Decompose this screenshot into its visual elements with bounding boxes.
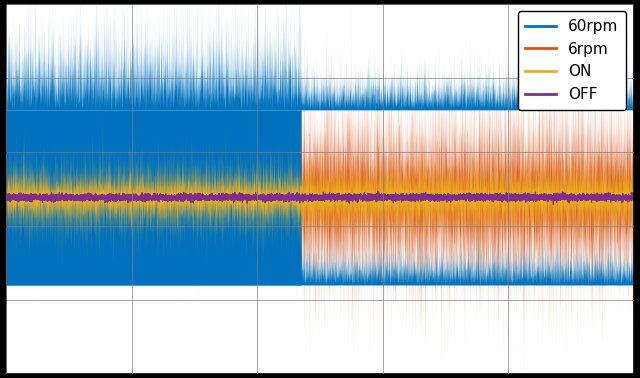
Legend: 60rpm, 6rpm, ON, OFF: 60rpm, 6rpm, ON, OFF bbox=[518, 11, 626, 110]
